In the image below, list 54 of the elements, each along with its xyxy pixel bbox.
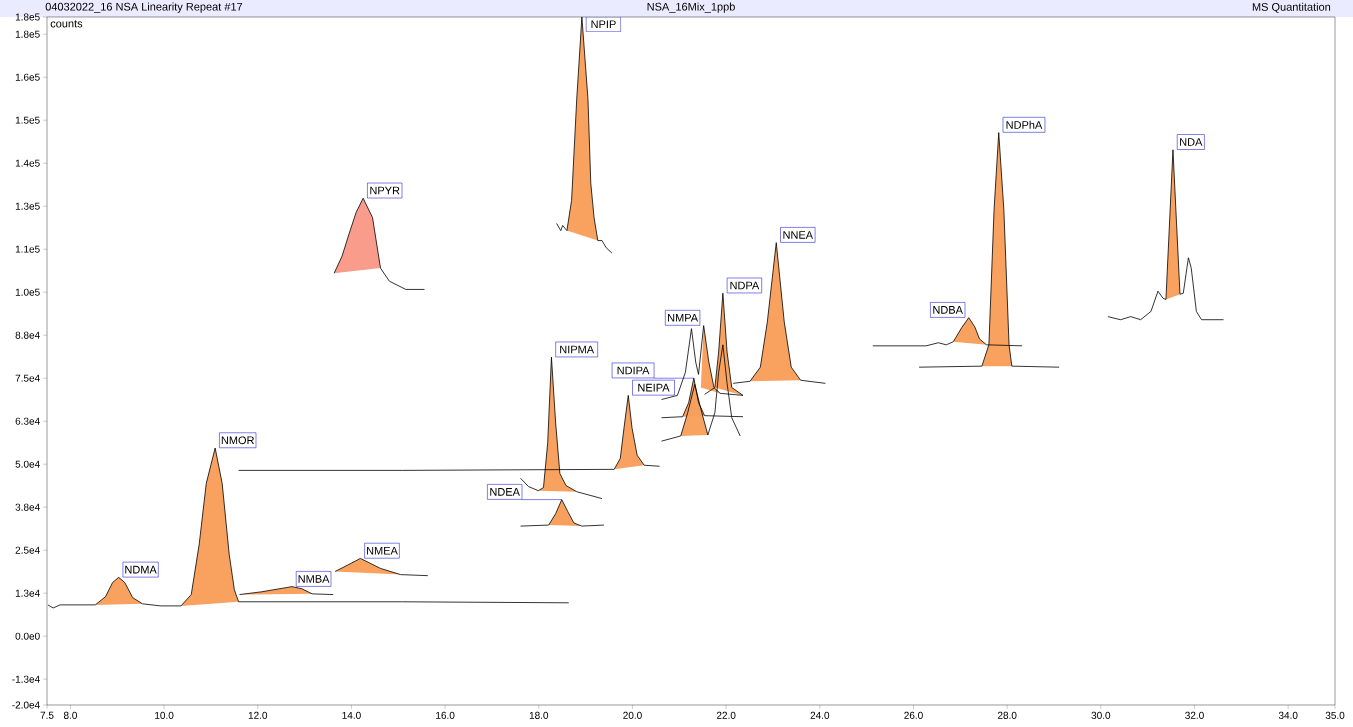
- annotation: NEIPA: [638, 383, 670, 392]
- annotation: NDPA: [730, 281, 760, 290]
- y-tick-label: 5.0e4: [15, 460, 40, 468]
- x-tick-label: 14.0: [342, 711, 361, 719]
- y-tick-label: 2.5e4: [15, 546, 40, 554]
- y-tick-label: 0.0e0: [15, 632, 40, 640]
- annotation: NDMA: [125, 565, 157, 574]
- y-tick-label: 8.8e4: [15, 331, 40, 339]
- y-tick-label: 1.3e4: [15, 589, 40, 597]
- annotation: NPYR: [370, 186, 400, 195]
- y-tick-label: -1.3e4: [12, 675, 40, 683]
- annotation: NDEA: [490, 488, 520, 496]
- x-tick-label: 22.0: [716, 711, 736, 719]
- x-tick-label: 8.0: [63, 711, 77, 719]
- y-axis-title: counts: [50, 20, 83, 28]
- y-tick-label: 7.5e4: [15, 374, 40, 382]
- x-tick-label: 12.0: [248, 711, 268, 719]
- text: MS Quantitation: [1252, 2, 1331, 13]
- annotation: NMPA: [668, 314, 699, 322]
- x-tick-label: 18.0: [529, 711, 549, 719]
- annotation: NDA: [1180, 138, 1203, 146]
- y-tick-label: -2.0e4: [12, 701, 40, 709]
- x-tick-label: 26.0: [904, 711, 923, 719]
- annotation: NPIP: [591, 20, 616, 29]
- annotation: NDBA: [933, 306, 963, 314]
- annotation: NDPhA: [1006, 120, 1043, 129]
- y-tick-label: 1.0e5: [15, 288, 40, 296]
- y-tick-label: 3.8e4: [15, 503, 40, 511]
- annotation: NMOR: [221, 436, 254, 445]
- x-tick-label: 20.0: [623, 711, 642, 719]
- y-tick-label: 1.8e5: [15, 30, 40, 38]
- annotation: NMEA: [367, 546, 398, 555]
- y-tick-label: 1.1e5: [15, 245, 40, 253]
- y-tick-label: 1.5e5: [15, 116, 40, 124]
- x-tick-label: 34.0: [1278, 711, 1298, 719]
- y-tick-label: 1.4e5: [15, 159, 40, 167]
- annotation: NMBA: [298, 575, 330, 583]
- x-tick-label: 30.0: [1091, 711, 1111, 719]
- x-tick-label: 16.0: [436, 711, 455, 719]
- x-tick-label: 10.0: [155, 711, 174, 719]
- annotation: NNEA: [783, 231, 814, 239]
- y-tick-label: 1.6e5: [15, 73, 40, 81]
- x-tick-label: 7.5: [40, 711, 54, 719]
- chart-title: 04032022_16 NSA Linearity Repeat #17: [45, 2, 243, 13]
- chart-subtitle: NSA_16Mix_1ppb: [647, 2, 735, 13]
- x-tick-label: 35.0: [1325, 711, 1345, 719]
- x-tick-label: 28.0: [997, 711, 1017, 719]
- annotation: NDIPA: [617, 366, 650, 375]
- y-tick-label: 1.8e5: [15, 13, 40, 21]
- annotation: NIPMA: [560, 345, 595, 354]
- y-tick-label: 1.3e5: [15, 202, 40, 210]
- x-tick-label: 32.0: [1185, 711, 1204, 719]
- x-tick-label: 24.0: [810, 711, 830, 719]
- y-tick-label: 6.3e4: [15, 417, 40, 425]
